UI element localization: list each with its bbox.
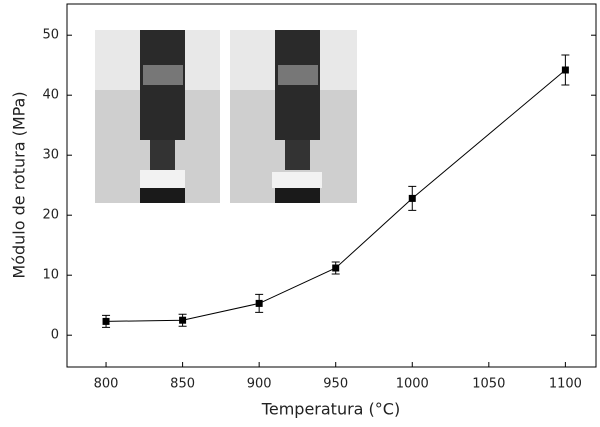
- data-point: [561, 66, 569, 74]
- data-point: [102, 317, 110, 325]
- machine-band: [278, 65, 318, 85]
- y-tick-label: 40: [42, 88, 59, 103]
- x-tick-label: 1050: [472, 377, 505, 392]
- y-axis-title: Módulo de rotura (MPa): [10, 91, 29, 278]
- broken-sample: [272, 172, 322, 188]
- x-tick-label: 800: [94, 377, 119, 392]
- y-tick-label: 50: [42, 28, 59, 43]
- base: [275, 188, 320, 203]
- data-line: [106, 69, 566, 322]
- base: [140, 188, 185, 203]
- data-point: [332, 264, 340, 272]
- x-axis-title: Temperatura (°C): [261, 400, 400, 419]
- y-tick-label: 20: [42, 208, 59, 223]
- inset-photo: [95, 30, 357, 203]
- y-tick-label: 30: [42, 148, 59, 163]
- probe: [285, 140, 310, 170]
- machine-band: [143, 65, 183, 85]
- x-tick-label: 850: [170, 377, 195, 392]
- data-point: [408, 194, 416, 202]
- y-tick-label: 10: [42, 268, 59, 283]
- x-tick-label: 1100: [549, 377, 582, 392]
- y-tick-label: 0: [51, 328, 59, 343]
- data-point: [255, 299, 263, 307]
- sample: [140, 170, 185, 188]
- data-point: [179, 316, 187, 324]
- x-tick-label: 1000: [396, 377, 429, 392]
- x-tick-label: 950: [323, 377, 348, 392]
- x-tick-label: 900: [247, 377, 272, 392]
- probe: [150, 140, 175, 170]
- plot-frame: [66, 3, 597, 368]
